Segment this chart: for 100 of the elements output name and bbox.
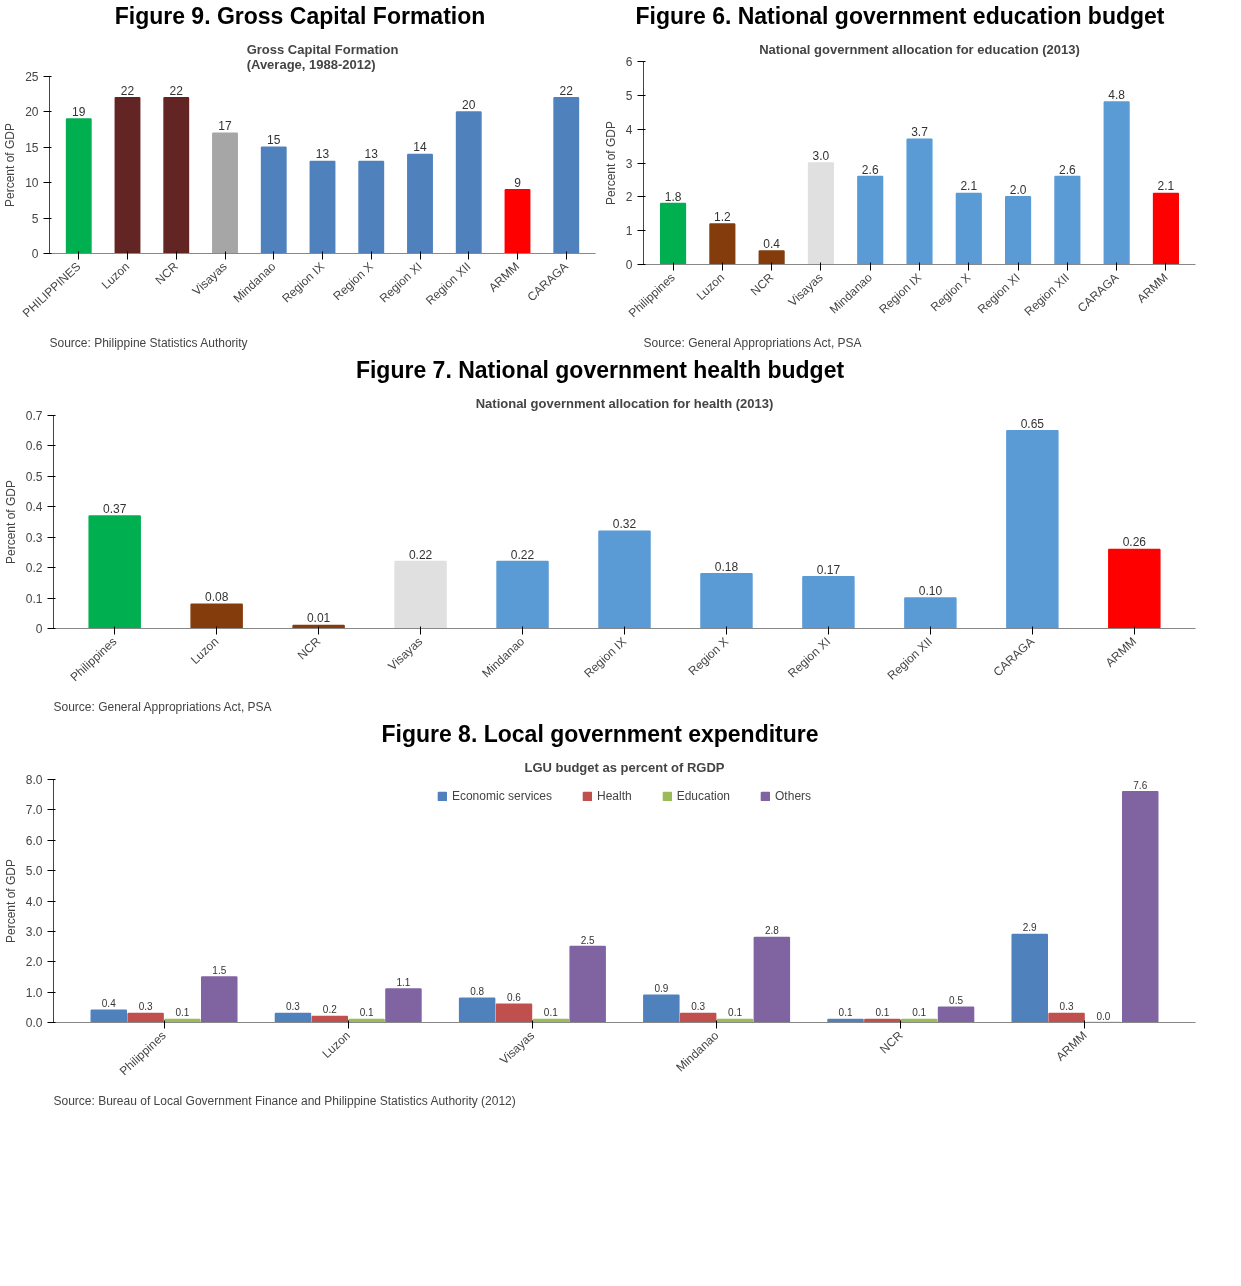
y-tick-label: 7.0: [25, 803, 43, 818]
y-tick-label: 0.5: [25, 469, 43, 484]
data-label: 0.32: [612, 517, 637, 532]
source-note: Source: Bureau of Local Government Finance and Philippine Statistics Authority (2012): [53, 1093, 516, 1108]
y-tick-label: 5: [31, 211, 39, 226]
data-label: 0.10: [918, 584, 943, 599]
y-tick-label: 0.0: [25, 1016, 43, 1030]
legend-label: Health: [596, 789, 632, 803]
chart-subtitle: National government allocation for education (2013): [759, 41, 1080, 57]
data-label: 3.0: [812, 149, 830, 163]
data-label: 0.17: [816, 562, 841, 577]
source-note: Source: General Appropriations Act, PSA: [53, 699, 272, 714]
chart-title: Figure 7. National government health budget: [355, 356, 845, 385]
data-label: 3.7: [911, 125, 929, 140]
y-tick-label: 20: [25, 105, 39, 120]
data-label: 0.3: [286, 1001, 301, 1013]
legend-label: Others: [775, 789, 812, 803]
y-tick-label: 4: [625, 122, 633, 137]
data-label: 9: [514, 175, 522, 190]
chart-subtitle: National government allocation for health (2013): [475, 395, 774, 411]
data-label: 0.3: [1059, 1001, 1074, 1013]
data-label: 2.6: [861, 162, 879, 177]
data-label: 17: [218, 119, 232, 134]
data-label: 22: [559, 83, 574, 98]
y-tick-label: 0.4: [25, 500, 43, 515]
y-tick-label: 6.0: [25, 833, 43, 848]
y-tick-label: 1.0: [25, 985, 43, 1000]
data-label: 2.0: [1009, 182, 1027, 197]
data-label: 1.5: [212, 964, 227, 976]
data-label: 13: [315, 147, 330, 162]
data-label: 0.08: [204, 590, 229, 605]
data-label: 0.22: [510, 547, 535, 562]
y-axis-title: Percent of GDP: [3, 122, 18, 208]
data-label: 0.1: [728, 1007, 743, 1019]
y-tick-label: 3.0: [25, 924, 43, 939]
data-label: 0.9: [654, 983, 669, 995]
y-tick-label: 5: [625, 88, 633, 103]
y-tick-label: 0.1: [25, 591, 43, 606]
y-tick-label: 6: [625, 55, 633, 69]
y-tick-label: 5.0: [25, 864, 43, 879]
data-label: 2.8: [764, 925, 780, 937]
data-label: 2.1: [960, 179, 978, 194]
legend-label: Economic services: [451, 789, 552, 803]
data-label: 0.26: [1122, 535, 1147, 550]
y-tick-label: 2.0: [25, 955, 43, 970]
y-tick-label: 25: [25, 70, 39, 84]
y-tick-label: 10: [25, 176, 39, 191]
data-label: 2.5: [580, 934, 596, 946]
data-label: 0.1: [359, 1007, 375, 1019]
data-label: 22: [120, 83, 135, 98]
data-label: 2.9: [1022, 922, 1038, 934]
data-label: 1.8: [664, 189, 682, 204]
y-tick-label: 2: [625, 190, 633, 205]
data-label: 15: [267, 133, 281, 148]
data-label: 2.1: [1157, 179, 1175, 194]
y-tick-label: 0: [35, 622, 43, 636]
source-note: Source: Philippine Statistics Authority: [49, 335, 248, 350]
y-tick-label: 3: [625, 156, 633, 171]
data-label: 0.37: [103, 501, 127, 516]
data-label: 0.5: [949, 995, 964, 1007]
y-tick-label: 0.2: [25, 561, 43, 576]
data-label: 0.22: [408, 547, 433, 562]
data-label: 0.1: [175, 1007, 190, 1019]
chart-subtitle: Gross Capital Formation (Average, 1988-2012): [246, 41, 399, 72]
data-label: 14: [413, 140, 427, 155]
data-label: 13: [364, 147, 379, 162]
data-label: 0.8: [470, 986, 485, 998]
data-label: 0.2: [322, 1004, 338, 1016]
y-tick-label: 8.0: [25, 773, 43, 787]
y-tick-label: 0: [31, 247, 39, 261]
data-label: 1.1: [396, 977, 411, 989]
data-label: 7.6: [1133, 779, 1148, 791]
data-label: 0.0: [1096, 1010, 1111, 1022]
legend-label: Education: [676, 789, 731, 803]
data-label: 0.65: [1020, 416, 1045, 431]
data-label: 0.4: [763, 236, 781, 251]
data-label: 0.1: [543, 1007, 559, 1019]
y-axis-title: Percent of GDP: [3, 479, 18, 565]
y-tick-label: 1: [625, 224, 633, 239]
y-tick-label: 0.6: [25, 439, 43, 454]
data-label: 2.6: [1059, 162, 1077, 177]
data-label: 0.1: [838, 1007, 853, 1019]
data-label: 20: [462, 97, 476, 112]
data-label: 0.3: [691, 1001, 706, 1013]
data-label: 0.1: [912, 1007, 927, 1019]
data-label: 22: [169, 83, 184, 98]
chart-title: Figure 8. Local government expenditure: [381, 720, 819, 749]
y-tick-label: 15: [25, 140, 39, 155]
y-tick-label: 0.3: [25, 530, 43, 545]
y-tick-label: 4.0: [25, 894, 43, 909]
y-axis-title: Percent of GDP: [3, 858, 18, 944]
data-label: 1.2: [714, 209, 732, 224]
data-label: 4.8: [1108, 88, 1126, 103]
y-tick-label: 0: [625, 258, 633, 272]
chart-title: Figure 9. Gross Capital Formation: [114, 2, 486, 31]
data-label: 0.18: [714, 559, 739, 574]
data-label: 0.01: [306, 611, 331, 626]
data-label: 0.1: [875, 1007, 890, 1019]
data-label: 19: [72, 104, 86, 119]
y-axis-title: Percent of GDP: [603, 120, 618, 206]
